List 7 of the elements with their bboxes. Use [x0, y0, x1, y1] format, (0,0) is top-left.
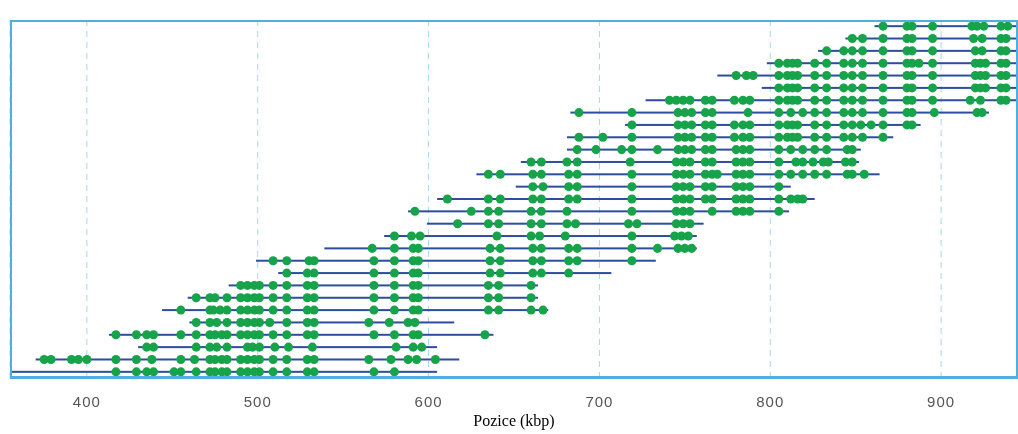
x-tick-label: 800	[756, 392, 785, 410]
x-tick-label: 400	[72, 392, 101, 410]
x-tick-label: 500	[243, 392, 272, 410]
x-tick-label: 900	[927, 392, 956, 410]
x-axis-title: Pozice (kbp)	[473, 412, 555, 430]
x-tick-label: 700	[585, 392, 614, 410]
x-tick-label: 600	[414, 392, 443, 410]
